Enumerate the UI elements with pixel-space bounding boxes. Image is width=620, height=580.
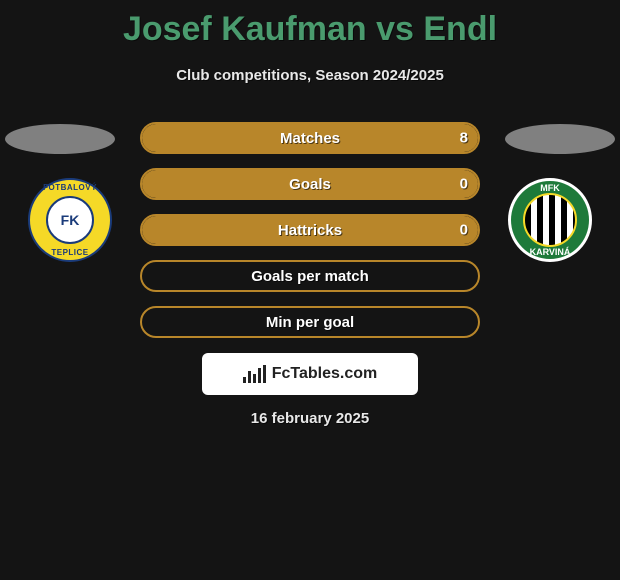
chart-icon-bar (258, 368, 261, 383)
stat-value-right: 8 (460, 130, 468, 147)
badge-left-top-text: FOTBALOVÝ (43, 183, 97, 192)
stat-row: Matches 8 (140, 122, 480, 154)
chart-icon-bar (243, 377, 246, 383)
page-title: Josef Kaufman vs Endl (0, 0, 620, 49)
club-badge-right: MFK KARVINÁ (508, 178, 592, 262)
stat-value-right: 0 (460, 176, 468, 193)
stat-row: Hattricks 0 (140, 214, 480, 246)
stat-row: Goals 0 (140, 168, 480, 200)
badge-left-center: FK (46, 196, 94, 244)
stat-row: Min per goal (140, 306, 480, 338)
page-subtitle: Club competitions, Season 2024/2025 (0, 67, 620, 84)
club-badge-left: FOTBALOVÝ FK TEPLICE (28, 178, 112, 262)
chart-icon (243, 365, 266, 383)
badge-right-bottom-text: KARVINÁ (530, 247, 571, 257)
stat-value-right: 0 (460, 222, 468, 239)
stat-label: Hattricks (278, 222, 342, 239)
stat-label: Min per goal (266, 314, 354, 331)
badge-left-bottom-text: TEPLICE (51, 248, 88, 257)
chart-icon-bar (248, 371, 251, 383)
stats-container: Matches 8 Goals 0 Hattricks 0 Goals per match M… (140, 122, 480, 352)
date-label: 16 february 2025 (0, 410, 620, 427)
player-left-oval (5, 124, 115, 154)
badge-right-top-text: MFK (540, 183, 560, 193)
chart-icon-bar (253, 374, 256, 383)
badge-right-center (523, 193, 577, 247)
stat-label: Goals (289, 176, 331, 193)
branding-label: FcTables.com (272, 365, 378, 383)
stat-label: Matches (280, 130, 340, 147)
stat-row: Goals per match (140, 260, 480, 292)
chart-icon-bar (263, 365, 266, 383)
branding-box: FcTables.com (202, 353, 418, 395)
player-right-oval (505, 124, 615, 154)
stat-label: Goals per match (251, 268, 369, 285)
